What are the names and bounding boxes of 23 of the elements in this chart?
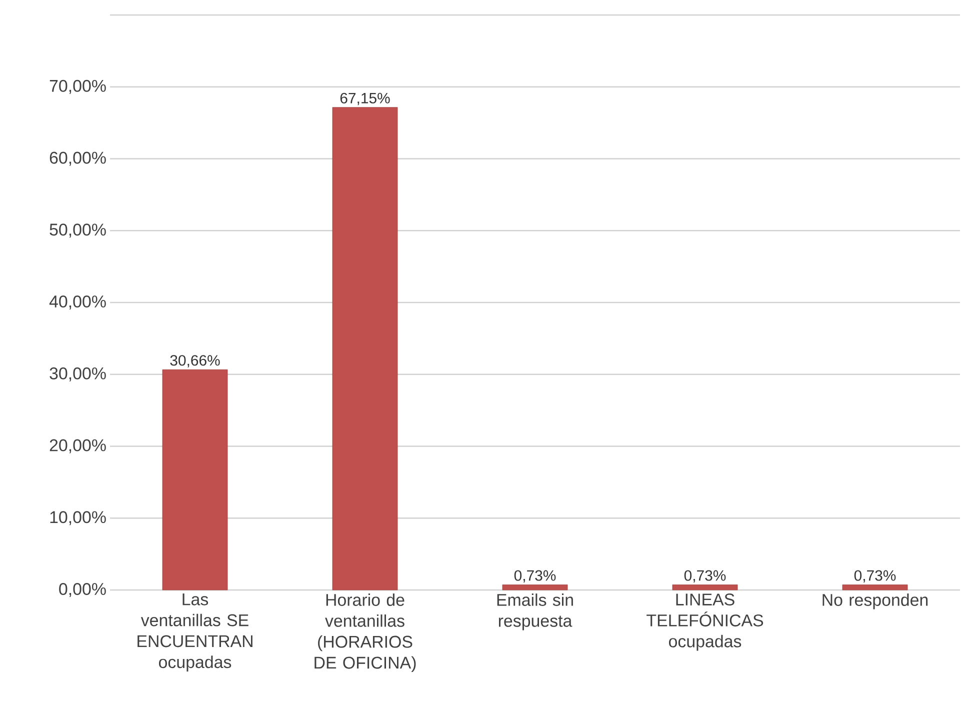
bar [162,369,228,590]
data-label: 0,73% [514,570,556,583]
data-label: 67,15% [340,92,390,106]
bar [842,584,908,590]
x-tick-label: LINEAS TELEFÓNICAS ocupadas [646,594,764,651]
data-label: 30,66% [170,355,220,368]
data-label: 0,73% [684,570,726,583]
x-tick-label: Emails sin respuesta [497,594,573,630]
y-tick-label: 70,00% [50,80,106,94]
y-tick-label: 60,00% [50,152,106,166]
bar [502,584,568,590]
y-tick-label: 50,00% [50,224,106,238]
bar [332,107,398,590]
y-tick-label: 30,00% [50,367,106,382]
y-tick-label: 20,00% [50,439,106,454]
y-tick-label: 40,00% [49,296,106,310]
x-tick-label: Horario de ventanillas (HORARIOS DE OFICINA) [314,594,416,672]
data-label: 0,73% [854,570,896,583]
x-tick-label: No responden [822,594,928,610]
y-tick-label: 10,00% [50,511,106,526]
x-tick-label: Las ventanillas SE ENCUENTRAN ocupadas [138,594,252,672]
y-tick-label: 0,00% [59,583,106,598]
bar [672,584,738,590]
